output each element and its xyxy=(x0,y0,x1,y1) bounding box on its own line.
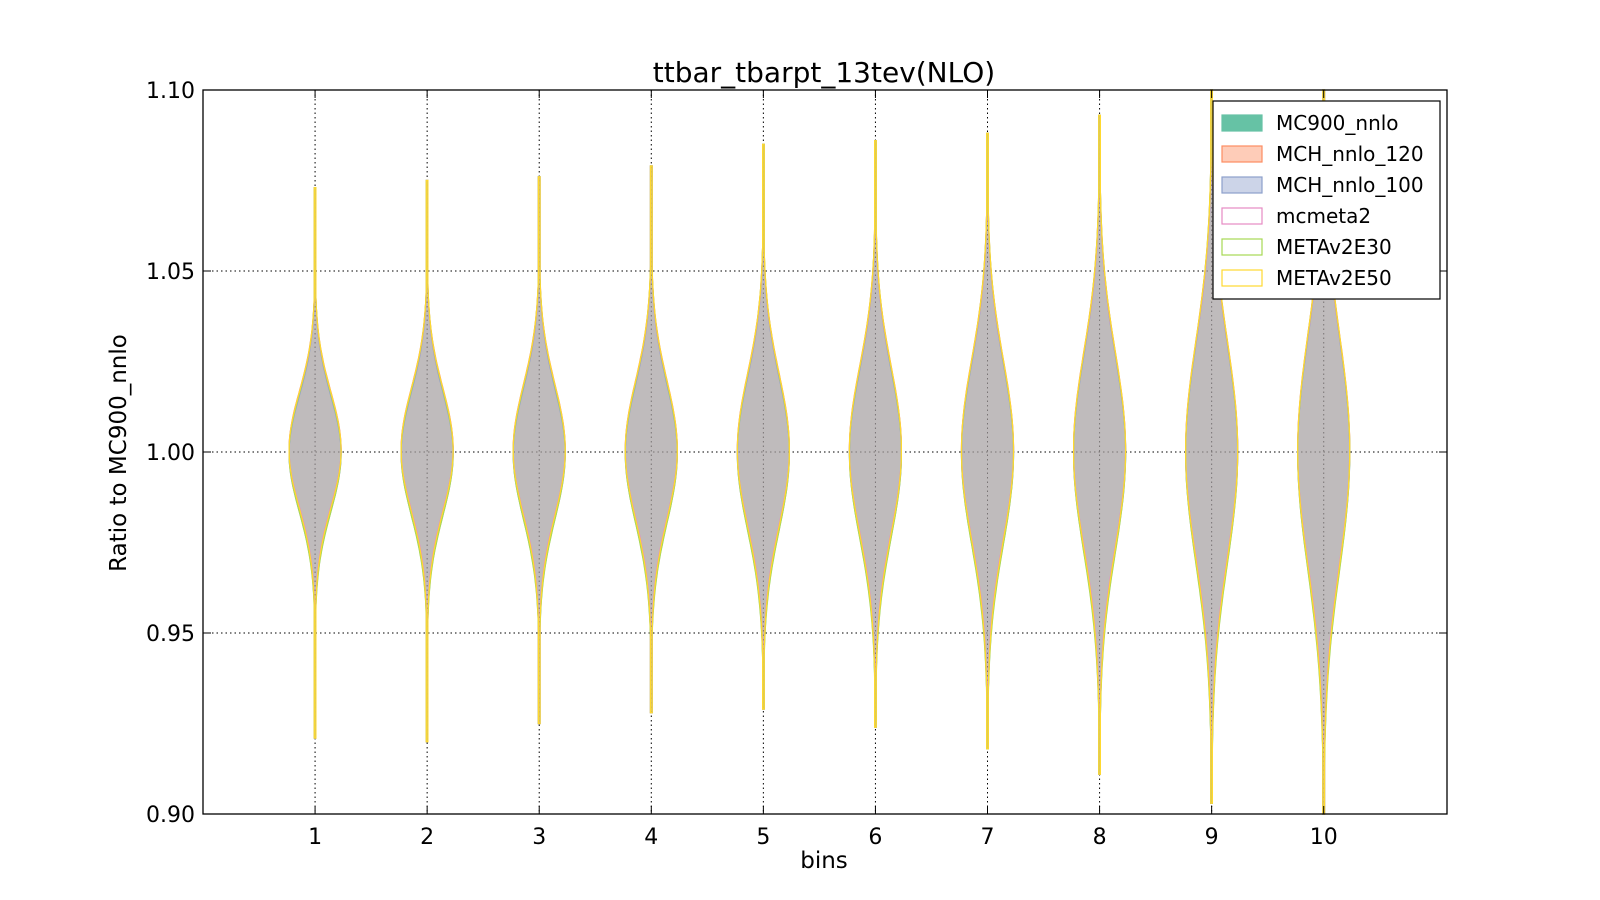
y-tick-label: 0.95 xyxy=(146,622,195,647)
violin-bin-7 xyxy=(960,132,1015,750)
x-tick-label: 9 xyxy=(1205,825,1219,850)
x-axis-label: bins xyxy=(800,848,848,874)
x-tick-label: 4 xyxy=(644,825,658,850)
legend-item-METAv2E50: METAv2E50 xyxy=(1221,266,1392,290)
legend-box xyxy=(1212,100,1441,300)
x-tick-label: 1 xyxy=(308,825,322,850)
violin-bin-2 xyxy=(400,179,454,743)
legend-label: METAv2E50 xyxy=(1276,266,1392,290)
legend-label: MC900_nnlo xyxy=(1276,111,1399,135)
x-tick-label: 6 xyxy=(868,825,882,850)
legend: MC900_nnlo MCH_nnlo_120 MCH_nnlo_100mcmeta… xyxy=(1212,100,1441,300)
violin-METAv2E50-bin-1 xyxy=(288,187,342,739)
legend-swatch xyxy=(1221,207,1263,225)
x-tick-label: 8 xyxy=(1093,825,1107,850)
violin-METAv2E50-bin-8 xyxy=(1073,114,1127,775)
legend-label: MCH_nnlo_120 xyxy=(1276,142,1424,166)
legend-item-MCH_nnlo_120: MCH_nnlo_120 xyxy=(1221,142,1424,166)
y-tick-label: 0.90 xyxy=(146,803,195,828)
violin-bin-8 xyxy=(1073,114,1127,775)
x-tick-label: 10 xyxy=(1310,825,1338,850)
legend-swatch xyxy=(1221,145,1263,163)
violin-METAv2E50-bin-7 xyxy=(960,132,1015,750)
legend-swatch xyxy=(1221,269,1263,287)
y-axis-label: Ratio to MC900_nnlo xyxy=(106,334,132,572)
violin-METAv2E50-bin-3 xyxy=(512,176,566,725)
legend-item-mcmeta2: mcmeta2 xyxy=(1221,204,1371,228)
x-tick-label: 2 xyxy=(420,825,434,850)
legend-label: mcmeta2 xyxy=(1276,204,1371,228)
legend-swatch xyxy=(1221,176,1263,194)
legend-label: MCH_nnlo_100 xyxy=(1276,173,1424,197)
violin-bin-4 xyxy=(624,165,678,714)
violin-METAv2E50-bin-6 xyxy=(848,140,902,728)
violin-bin-1 xyxy=(288,187,342,739)
y-tick-label: 1.05 xyxy=(146,260,195,285)
violin-METAv2E50-bin-4 xyxy=(624,165,678,714)
legend-swatch xyxy=(1221,114,1263,132)
legend-item-METAv2E30: METAv2E30 xyxy=(1221,235,1392,259)
chart-title: ttbar_tbarpt_13tev(NLO) xyxy=(653,56,995,89)
violin-bin-6 xyxy=(848,140,902,728)
x-tick-label: 3 xyxy=(532,825,546,850)
legend-swatch xyxy=(1221,238,1263,256)
violin-METAv2E50-bin-2 xyxy=(400,179,454,743)
violin-bin-5 xyxy=(736,143,791,710)
violin-METAv2E50-bin-5 xyxy=(736,143,791,710)
legend-item-MC900_nnlo: MC900_nnlo xyxy=(1221,111,1399,135)
legend-label: METAv2E30 xyxy=(1276,235,1392,259)
y-tick-label: 1.10 xyxy=(146,79,195,104)
y-tick-label: 1.00 xyxy=(146,441,195,466)
legend-item-MCH_nnlo_100: MCH_nnlo_100 xyxy=(1221,173,1424,197)
x-tick-label: 7 xyxy=(981,825,995,850)
x-tick-label: 5 xyxy=(756,825,770,850)
violin-bin-3 xyxy=(512,176,566,725)
